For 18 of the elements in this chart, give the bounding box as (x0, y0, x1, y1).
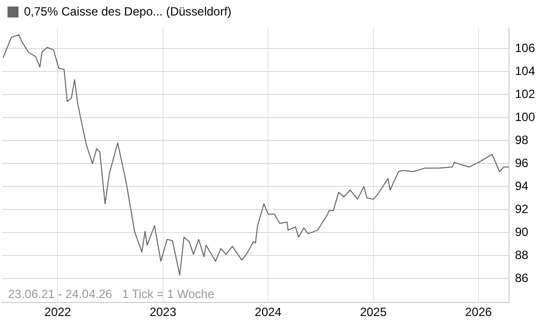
y-tick-label: 104 (514, 64, 536, 78)
y-tick-label: 94 (514, 178, 529, 193)
x-tick-label: 2023 (150, 305, 177, 320)
legend-label: 0,75% Caisse des Depo... (Düsseldorf) (24, 4, 232, 18)
y-tick-label: 100 (514, 110, 536, 124)
annotation: 23.06.21 - 24.04.26 1 Tick = 1 Woche (8, 286, 215, 301)
x-tick-label: 2025 (360, 305, 387, 320)
y-tick-label: 102 (514, 86, 536, 101)
y-tick-label: 98 (514, 132, 529, 147)
y-tick-label: 90 (514, 224, 529, 239)
y-tick-label: 86 (514, 270, 529, 285)
x-tick-label: 2022 (44, 305, 72, 320)
y-tick-label: 88 (514, 248, 529, 262)
x-tick-label: 2026 (465, 305, 492, 320)
y-tick-label: 92 (514, 202, 529, 216)
y-tick-label: 96 (514, 156, 529, 170)
y-tick-label: 106 (514, 40, 536, 55)
x-tick-label: 2024 (254, 305, 282, 320)
